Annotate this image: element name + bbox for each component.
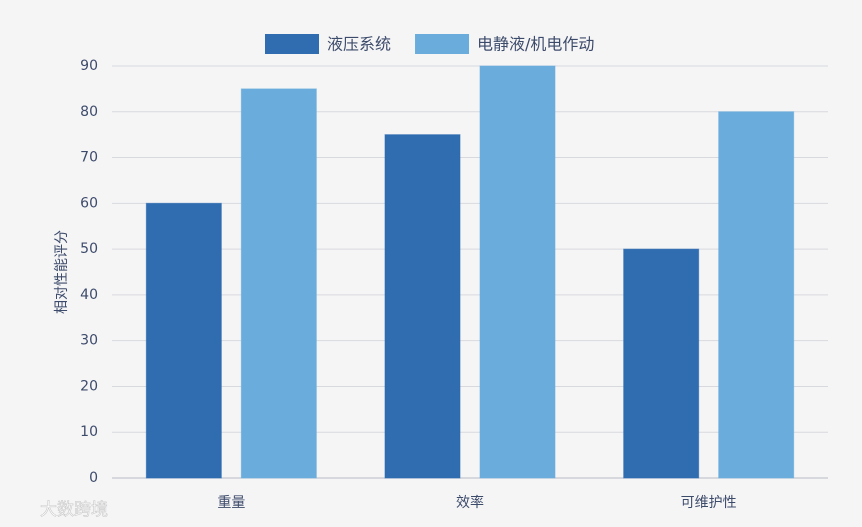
y-tick-label: 10	[80, 424, 98, 440]
y-axis-label: 相对性能评分	[54, 230, 70, 314]
y-tick-label: 70	[80, 150, 98, 166]
y-tick-label: 90	[80, 58, 98, 74]
bar	[623, 248, 700, 479]
y-tick-label: 60	[80, 195, 98, 211]
x-tick-label: 效率	[456, 494, 484, 511]
bar	[479, 65, 556, 479]
x-tick-label: 可维护性	[681, 495, 737, 511]
bar	[384, 134, 461, 479]
legend-label: 液压系统	[327, 35, 391, 54]
y-tick-label: 30	[80, 333, 98, 349]
y-tick-label: 80	[80, 104, 98, 120]
bar	[718, 111, 795, 479]
y-tick-label: 40	[80, 287, 98, 303]
bar	[240, 88, 317, 479]
y-tick-label: 50	[80, 241, 98, 257]
legend-swatch	[415, 34, 470, 54]
y-tick-label: 20	[80, 378, 98, 394]
legend-label: 电静液/机电作动	[477, 35, 594, 54]
y-tick-label: 0	[89, 470, 98, 486]
bar	[145, 202, 222, 479]
watermark: 大数跨境	[40, 500, 108, 520]
x-tick-label: 重量	[217, 495, 245, 511]
legend-swatch	[265, 34, 319, 54]
